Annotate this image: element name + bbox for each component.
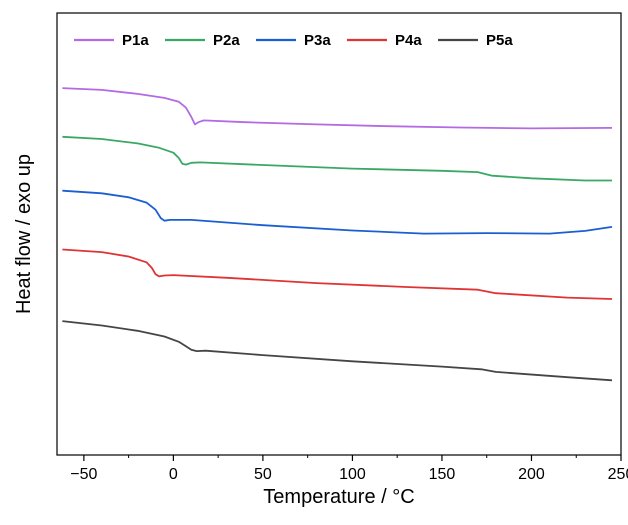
series-line-p4a — [62, 248, 613, 300]
series-line-p3a — [62, 189, 613, 235]
x-tick-label: 250 — [608, 466, 628, 483]
x-axis-title: Temperature / °C — [263, 486, 414, 508]
series-layer — [62, 87, 613, 382]
plot-frame — [56, 12, 622, 456]
legend-label-p1a: P1a — [122, 32, 149, 49]
x-tick-label: 200 — [518, 466, 545, 483]
legend-label-p5a: P5a — [486, 32, 513, 49]
x-tick-label: −50 — [70, 466, 97, 483]
x-tick-label: 150 — [429, 466, 456, 483]
x-tick-label: 50 — [254, 466, 272, 483]
series-line-p1a — [62, 87, 613, 130]
legend-label-p2a: P2a — [213, 32, 240, 49]
x-axis-ticks: −50 0 50 100 150 200 250 — [70, 455, 628, 483]
x-tick-label: 100 — [339, 466, 366, 483]
legend-label-p4a: P4a — [395, 32, 422, 49]
series-line-p2a — [62, 135, 612, 182]
legend: P1a P2a P3a P4a P5a — [74, 32, 513, 49]
legend-label-p3a: P3a — [304, 32, 331, 49]
series-line-p5a — [62, 320, 613, 382]
y-axis-title: Heat flow / exo up — [13, 154, 35, 314]
x-tick-label: 0 — [169, 466, 178, 483]
